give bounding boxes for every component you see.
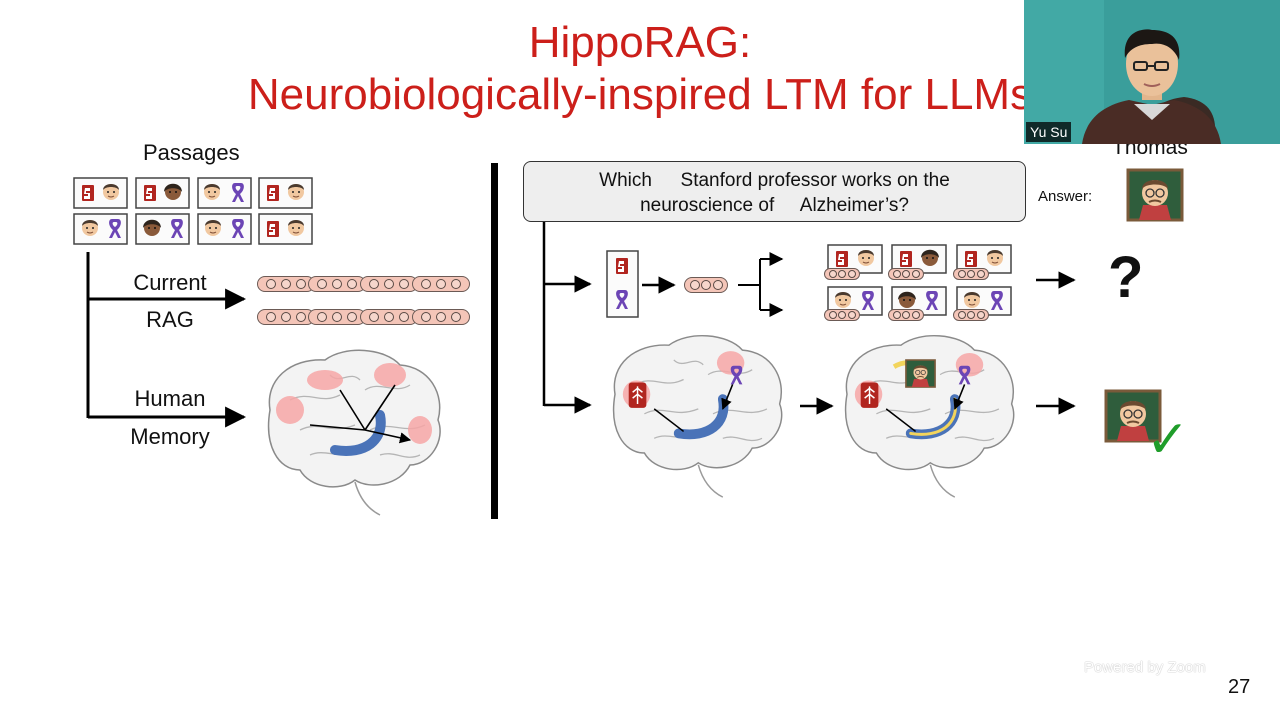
- passage-grid: [73, 177, 313, 245]
- embedding-pill: [308, 309, 366, 325]
- query-embedding-pill: [684, 277, 728, 293]
- embedding-pill: [953, 268, 989, 280]
- query-text: neuroscience of: [640, 195, 775, 216]
- panel-separator: [491, 163, 498, 519]
- embedding-pill: [824, 268, 860, 280]
- query-text: Alzheimer’s?: [799, 195, 909, 216]
- participant-video: [1024, 0, 1280, 144]
- current-rag-label-line1: Current: [133, 270, 207, 295]
- query-text: Which: [599, 170, 652, 191]
- slide-title-line1: HippoRAG:: [528, 18, 752, 67]
- embedding-pill: [888, 268, 924, 280]
- checkmark-icon: ✓: [1146, 411, 1190, 469]
- answer-label: Answer:: [1038, 188, 1093, 205]
- video-tile[interactable]: Yu Su: [1024, 0, 1280, 144]
- query-line1: Which Stanford professor works on the: [524, 168, 1025, 193]
- page-number: 27: [1228, 676, 1251, 698]
- participant-name: Yu Su: [1026, 122, 1072, 142]
- embedding-pill: [308, 276, 366, 292]
- embedding-pill: [824, 309, 860, 321]
- embedding-pill: [953, 309, 989, 321]
- current-rag-label-line2: RAG: [146, 307, 194, 332]
- answer-teacher-icon: [1126, 168, 1184, 222]
- human-memory-label-line1: Human: [134, 386, 206, 411]
- query-box: Which Stanford professor works on the ne…: [523, 161, 1026, 222]
- embedding-pill: [888, 309, 924, 321]
- slide-title-line2: Neurobiologically-inspired LTM for LLMs: [247, 70, 1033, 119]
- query-line2: neuroscience of Alzheimer’s?: [524, 193, 1025, 218]
- embedding-pill: [360, 276, 418, 292]
- embedding-pill: [257, 309, 315, 325]
- zoom-watermark: Powered by Zoom: [1084, 659, 1206, 676]
- embedding-pill: [360, 309, 418, 325]
- embedding-pill: [412, 309, 470, 325]
- retrieved-passages: [827, 244, 1012, 316]
- unknown-answer-mark: ?: [1108, 245, 1144, 310]
- embedding-pill: [412, 276, 470, 292]
- human-memory-label-line2: Memory: [130, 424, 210, 449]
- passages-label: Passages: [143, 140, 240, 165]
- embedding-pill: [257, 276, 315, 292]
- query-text: Stanford professor works on the: [680, 170, 950, 191]
